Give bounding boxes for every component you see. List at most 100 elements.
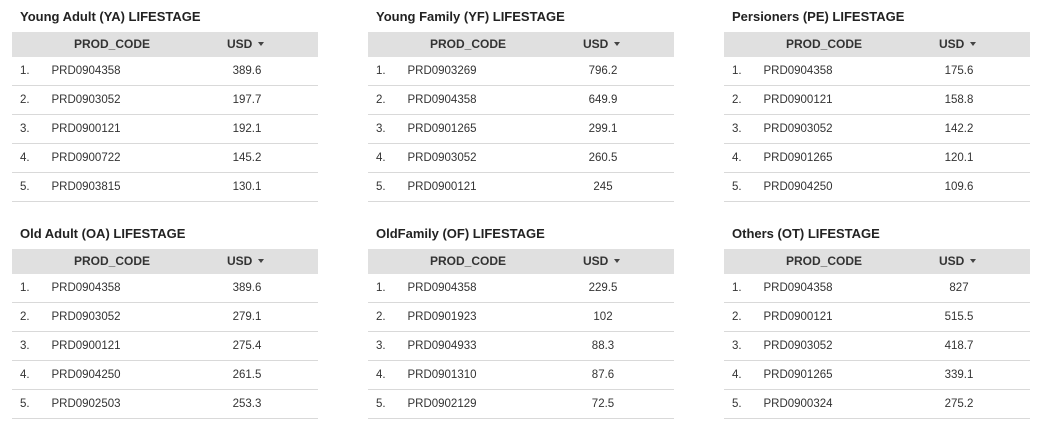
prod-code-cell: PRD0900121 (51, 340, 121, 352)
data-table: PROD_CODE USD 1. PRD0904358 389.6 2. PRD090… (12, 249, 318, 419)
column-header-prod-code[interactable]: PROD_CODE (786, 254, 863, 268)
column-header-usd-label: USD (227, 37, 253, 51)
sort-descending-icon[interactable] (970, 258, 977, 263)
sort-descending-icon[interactable] (258, 41, 265, 46)
panel-title: Persioners (PE) LIFESTAGE (732, 9, 905, 24)
usd-cell: 275.4 (232, 340, 262, 352)
row-index: 3. (732, 123, 742, 135)
table-row: 2. PRD0901923 102 (368, 303, 674, 332)
sort-descending-icon[interactable] (614, 41, 621, 46)
table-header: PROD_CODE USD (724, 249, 1030, 274)
row-index: 1. (376, 282, 386, 294)
table-row: 4. PRD0901265 120.1 (724, 144, 1030, 173)
panel-title: Others (OT) LIFESTAGE (732, 226, 880, 241)
prod-code-cell: PRD0903052 (763, 123, 833, 135)
table-row: 2. PRD0903052 197.7 (12, 86, 318, 115)
table-row: 4. PRD0901265 339.1 (724, 361, 1030, 390)
row-index: 3. (732, 340, 742, 352)
usd-cell: 130.1 (232, 181, 262, 193)
usd-cell: 109.6 (944, 181, 974, 193)
row-index: 4. (376, 152, 386, 164)
row-index: 1. (20, 282, 30, 294)
usd-cell: 389.6 (232, 65, 262, 77)
row-index: 5. (376, 181, 386, 193)
usd-cell: 515.5 (944, 311, 974, 323)
row-index: 2. (20, 94, 30, 106)
usd-cell: 796.2 (588, 65, 618, 77)
column-header-prod-code[interactable]: PROD_CODE (74, 254, 151, 268)
table-row: 2. PRD0903052 279.1 (12, 303, 318, 332)
row-index: 5. (732, 398, 742, 410)
data-table: PROD_CODE USD 1. PRD0904358 229.5 2. PRD090… (368, 249, 674, 419)
table-header: PROD_CODE USD (368, 32, 674, 57)
column-header-usd[interactable]: USD (227, 249, 265, 274)
table-row: 4. PRD0900722 145.2 (12, 144, 318, 173)
usd-cell: 389.6 (232, 282, 262, 294)
prod-code-cell: PRD0901923 (407, 311, 477, 323)
sort-descending-icon[interactable] (258, 258, 265, 263)
sort-descending-icon[interactable] (614, 258, 621, 263)
table-row: 3. PRD0904933 88.3 (368, 332, 674, 361)
table-header: PROD_CODE USD (724, 32, 1030, 57)
usd-cell: 253.3 (232, 398, 262, 410)
table-row: 5. PRD0902503 253.3 (12, 390, 318, 419)
usd-cell: 142.2 (944, 123, 974, 135)
prod-code-cell: PRD0903269 (407, 65, 477, 77)
usd-cell: 261.5 (232, 369, 262, 381)
panel-title: Young Family (YF) LIFESTAGE (376, 9, 565, 24)
prod-code-cell: PRD0901265 (763, 152, 833, 164)
usd-cell: 275.2 (944, 398, 974, 410)
prod-code-cell: PRD0900121 (407, 181, 477, 193)
table-header: PROD_CODE USD (12, 249, 318, 274)
prod-code-cell: PRD0904358 (407, 94, 477, 106)
prod-code-cell: PRD0904250 (51, 369, 121, 381)
usd-cell: 279.1 (232, 311, 262, 323)
prod-code-cell: PRD0900324 (763, 398, 833, 410)
row-index: 2. (376, 94, 386, 106)
sort-descending-icon[interactable] (970, 41, 977, 46)
usd-cell: 418.7 (944, 340, 974, 352)
prod-code-cell: PRD0904358 (763, 65, 833, 77)
row-index: 4. (20, 369, 30, 381)
prod-code-cell: PRD0904358 (763, 282, 833, 294)
column-header-prod-code[interactable]: PROD_CODE (430, 37, 507, 51)
column-header-usd[interactable]: USD (583, 32, 621, 57)
row-index: 1. (376, 65, 386, 77)
column-header-usd[interactable]: USD (939, 32, 977, 57)
column-header-prod-code[interactable]: PROD_CODE (786, 37, 863, 51)
table-row: 5. PRD0903815 130.1 (12, 173, 318, 202)
table-row: 2. PRD0900121 158.8 (724, 86, 1030, 115)
row-index: 1. (732, 65, 742, 77)
usd-cell: 175.6 (944, 65, 974, 77)
row-index: 5. (20, 398, 30, 410)
usd-cell: 87.6 (591, 369, 615, 381)
table-row: 3. PRD0901265 299.1 (368, 115, 674, 144)
column-header-prod-code[interactable]: PROD_CODE (430, 254, 507, 268)
table-row: 2. PRD0900121 515.5 (724, 303, 1030, 332)
column-header-usd-label: USD (939, 254, 965, 268)
prod-code-cell: PRD0900722 (51, 152, 121, 164)
prod-code-cell: PRD0903052 (51, 94, 121, 106)
row-index: 2. (732, 94, 742, 106)
prod-code-cell: PRD0900121 (763, 94, 833, 106)
column-header-usd-label: USD (227, 254, 253, 268)
column-header-usd[interactable]: USD (939, 249, 977, 274)
column-header-usd-label: USD (939, 37, 965, 51)
usd-cell: 260.5 (588, 152, 618, 164)
row-index: 4. (732, 369, 742, 381)
data-table: PROD_CODE USD 1. PRD0903269 796.2 2. PRD090… (368, 32, 674, 202)
column-header-prod-code[interactable]: PROD_CODE (74, 37, 151, 51)
table-row: 4. PRD0904250 261.5 (12, 361, 318, 390)
row-index: 1. (732, 282, 742, 294)
table-row: 5. PRD0900324 275.2 (724, 390, 1030, 419)
column-header-usd[interactable]: USD (583, 249, 621, 274)
usd-cell: 102 (593, 311, 613, 323)
table-row: 1. PRD0904358 389.6 (12, 57, 318, 86)
column-header-usd[interactable]: USD (227, 32, 265, 57)
table-row: 1. PRD0904358 389.6 (12, 274, 318, 303)
prod-code-cell: PRD0904933 (407, 340, 477, 352)
usd-cell: 145.2 (232, 152, 262, 164)
table-row: 3. PRD0903052 142.2 (724, 115, 1030, 144)
usd-cell: 827 (949, 282, 969, 294)
row-index: 4. (376, 369, 386, 381)
